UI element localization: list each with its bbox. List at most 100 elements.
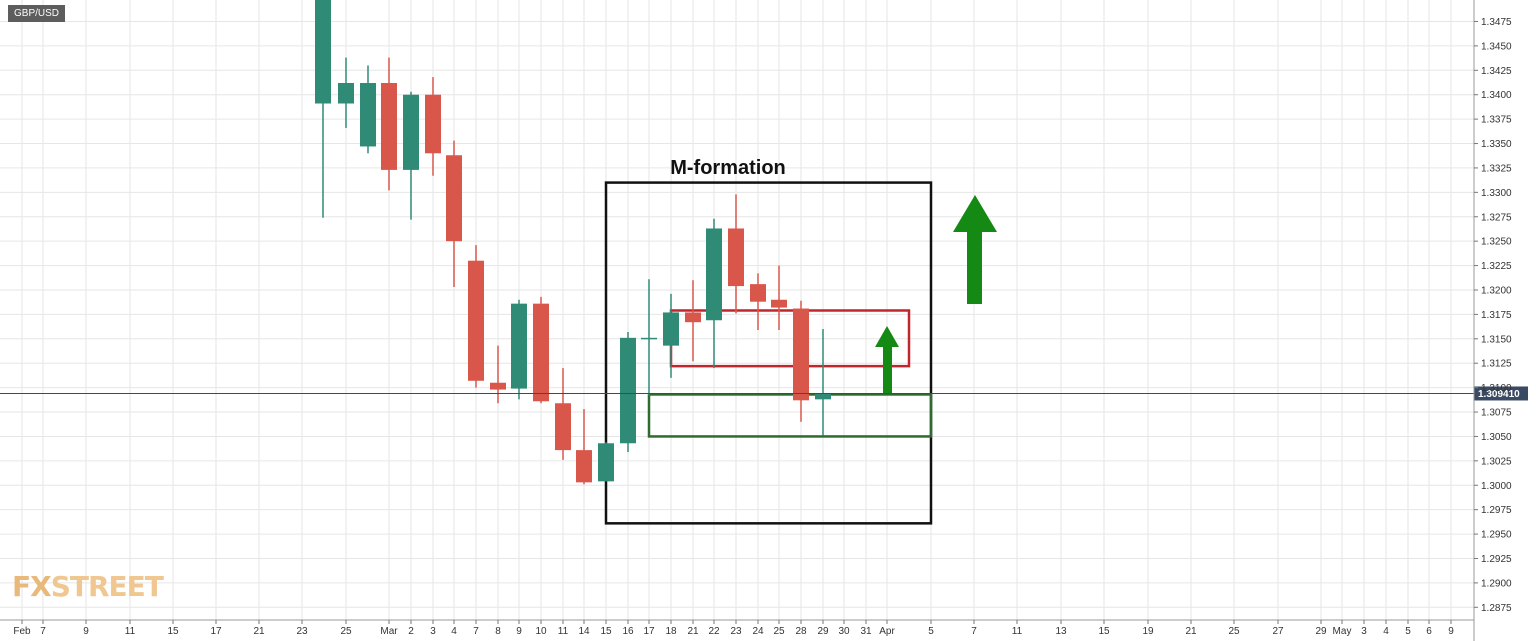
x-tick-label: 9 [516, 626, 522, 637]
symbol-badge[interactable]: GBP/USD [8, 5, 66, 22]
y-tick-label: 1.3375 [1481, 115, 1512, 126]
candle [381, 57, 397, 191]
x-tick-label: 22 [708, 626, 720, 637]
price-label: 1.309410 [1478, 389, 1520, 400]
x-tick-label: 27 [1272, 626, 1284, 637]
x-tick-label: 24 [752, 626, 764, 637]
y-tick-label: 1.3025 [1481, 456, 1512, 467]
x-tick-label: 15 [167, 626, 179, 637]
candle-body [750, 284, 766, 302]
y-tick-label: 1.3400 [1481, 90, 1512, 101]
candle [771, 265, 787, 331]
chart-grid [0, 0, 1474, 620]
y-tick-label: 1.3125 [1481, 359, 1512, 370]
x-tick-label: 3 [1361, 626, 1367, 637]
x-tick-label: 11 [1012, 626, 1023, 637]
candle-body [706, 228, 722, 321]
x-tick-label: 31 [860, 626, 872, 637]
support-box [647, 393, 933, 438]
candle [555, 368, 571, 460]
candle [315, 0, 331, 218]
x-tick-label: 14 [578, 626, 590, 637]
current-price-line: 1.309410 [0, 386, 1528, 401]
y-tick-label: 1.2975 [1481, 505, 1512, 516]
x-tick-label: 7 [473, 626, 479, 637]
x-tick-label: Mar [380, 626, 398, 637]
candle [403, 91, 419, 220]
y-tick-label: 1.2900 [1481, 578, 1512, 589]
x-tick-label: May [1333, 626, 1352, 637]
candle-body [315, 0, 331, 104]
candle-body [771, 299, 787, 308]
y-tick-label: 1.3100 [1481, 383, 1512, 394]
candle-body [425, 94, 441, 154]
x-tick-label: 17 [210, 626, 222, 637]
candle-body [360, 82, 376, 147]
candle [663, 293, 679, 378]
candle [750, 273, 766, 331]
annotation-boxes [604, 181, 933, 525]
x-tick-label: 17 [643, 626, 655, 637]
y-tick-label: 1.3175 [1481, 310, 1512, 321]
candle [706, 218, 722, 369]
candle-body [576, 450, 592, 483]
candle-body [641, 337, 657, 340]
candle-body [381, 82, 397, 170]
y-axis: 1.2875 1.2900 1.2925 1.2950 1.2975 1.3000 1.30… [1473, 0, 1512, 641]
candlestick-series [315, 0, 831, 485]
x-tick-label: Apr [879, 626, 895, 637]
x-tick-label: 16 [622, 626, 634, 637]
x-tick-label: 28 [795, 626, 807, 637]
fxstreet-logo: FXSTREET [12, 570, 164, 603]
y-tick-label: 1.3250 [1481, 237, 1512, 248]
logo-street: STREET [50, 570, 164, 603]
x-tick-label: 29 [1315, 626, 1327, 637]
x-tick-label: 10 [535, 626, 547, 637]
x-tick-label: 3 [430, 626, 436, 637]
y-tick-label: 1.3450 [1481, 41, 1512, 52]
y-tick-label: 1.3275 [1481, 212, 1512, 223]
candle [468, 245, 484, 388]
y-tick-label: 1.3000 [1481, 481, 1512, 492]
x-tick-label: 15 [1098, 626, 1110, 637]
candle [728, 194, 744, 314]
candle-body [533, 303, 549, 402]
candle [425, 77, 441, 176]
x-tick-label: 21 [687, 626, 699, 637]
candle-body [446, 155, 462, 242]
x-tick-label: 13 [1055, 626, 1067, 637]
x-tick-label: 6 [1426, 626, 1432, 637]
y-tick-label: 1.2875 [1481, 603, 1512, 614]
y-tick-label: 1.3350 [1481, 139, 1512, 150]
logo-fx: FX [12, 570, 52, 603]
annotation-arrows [875, 195, 997, 393]
price-label-bg [1474, 386, 1528, 401]
candle [446, 140, 462, 288]
x-tick-label: Feb [13, 626, 31, 637]
y-tick-label: 1.3325 [1481, 163, 1512, 174]
candle [490, 345, 506, 404]
candle-body [511, 303, 527, 389]
y-tick-label: 1.3425 [1481, 66, 1512, 77]
y-tick-label: 1.3475 [1481, 17, 1512, 28]
y-tick-label: 1.3300 [1481, 188, 1512, 199]
candle [598, 442, 614, 482]
candle-body [338, 82, 354, 104]
candle [620, 331, 636, 453]
candle [641, 279, 657, 396]
x-axis: Feb 7 9 11 15 17 21 23 25 Mar 2 3 4 7 8 9 10 11 14 15 16 17 18… [0, 619, 1474, 637]
small-up-arrow [875, 326, 899, 393]
y-tick-label: 1.3050 [1481, 432, 1512, 443]
candle-body [598, 443, 614, 482]
big-up-arrow [953, 195, 997, 304]
y-tick-label: 1.3075 [1481, 408, 1512, 419]
candle-body [468, 260, 484, 381]
x-tick-label: 21 [253, 626, 265, 637]
candle [793, 300, 809, 422]
candle [511, 299, 527, 400]
candle-body [685, 312, 701, 323]
x-tick-label: 25 [773, 626, 785, 637]
x-tick-label: 4 [451, 626, 457, 637]
candle [815, 329, 831, 436]
